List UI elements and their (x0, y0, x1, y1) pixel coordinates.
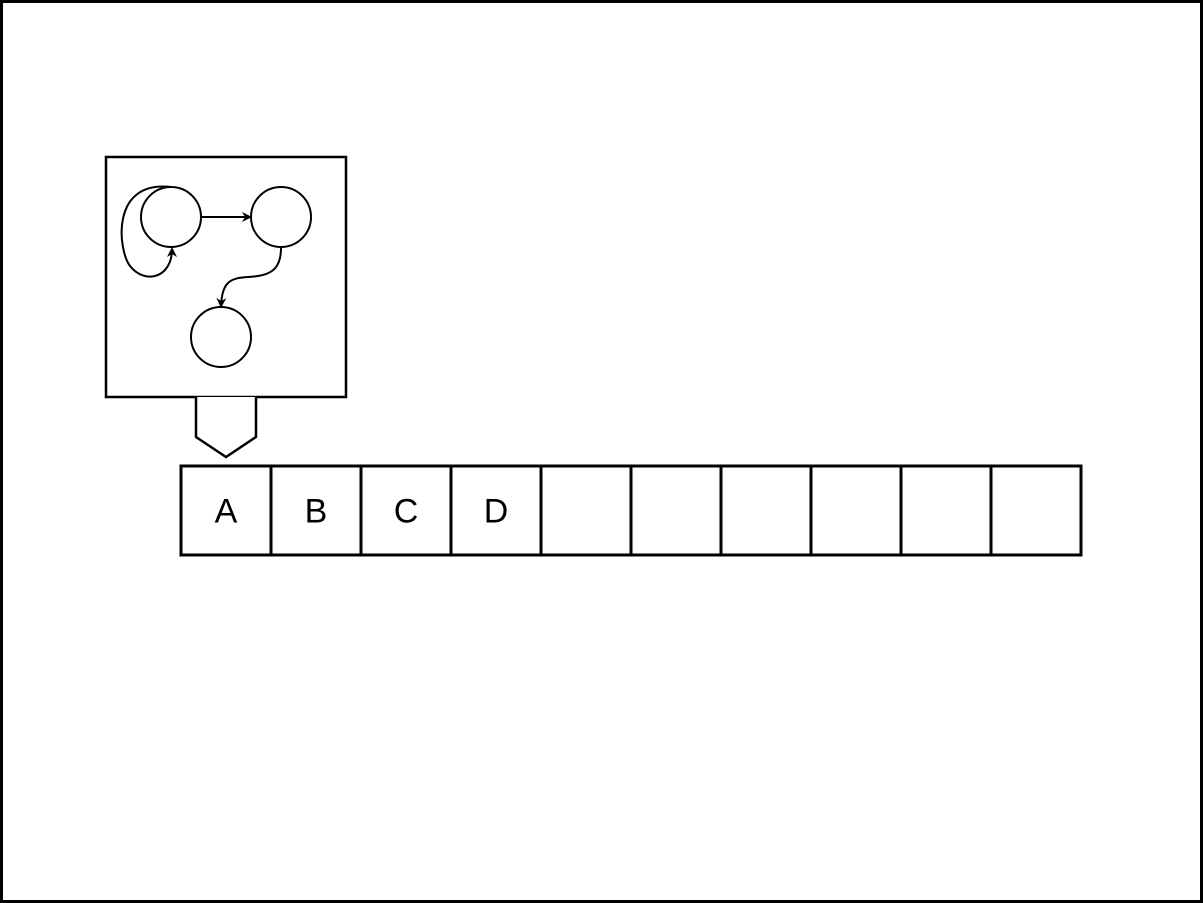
tape-cell-box (629, 464, 723, 557)
state-node-1 (140, 186, 202, 248)
tape-cell-label: A (215, 493, 238, 531)
state-machine (104, 155, 348, 399)
tape-cell-box (989, 464, 1083, 557)
tape-cell: A (179, 464, 273, 557)
tape-cell-label: D (484, 493, 509, 531)
tape-cell-box (449, 464, 543, 557)
tape-cell-box (809, 464, 903, 557)
state-node-2 (250, 186, 312, 248)
tape: A B C D (179, 464, 1083, 557)
tape-cell-label: B (305, 493, 328, 531)
edge-state2-to-state3 (216, 247, 282, 308)
tape-cell: C (359, 464, 453, 557)
tape-cell: B (269, 464, 363, 557)
tape-cell (719, 464, 813, 557)
tape-cell (899, 464, 993, 557)
tape-cell: D (449, 464, 543, 557)
tape-cell-box (899, 464, 993, 557)
tape-cell (629, 464, 723, 557)
tape-cell-label: C (394, 493, 419, 531)
tape-cell-box (539, 464, 633, 557)
tape-cell-box (359, 464, 453, 557)
state-node-3 (190, 306, 252, 368)
tape-cell-box (179, 464, 273, 557)
tape-cell (989, 464, 1083, 557)
tape-cell (539, 464, 633, 557)
tape-head-pointer (194, 397, 258, 459)
tape-cell-box (719, 464, 813, 557)
tape-cell (809, 464, 903, 557)
self-loop-edge (120, 185, 177, 278)
